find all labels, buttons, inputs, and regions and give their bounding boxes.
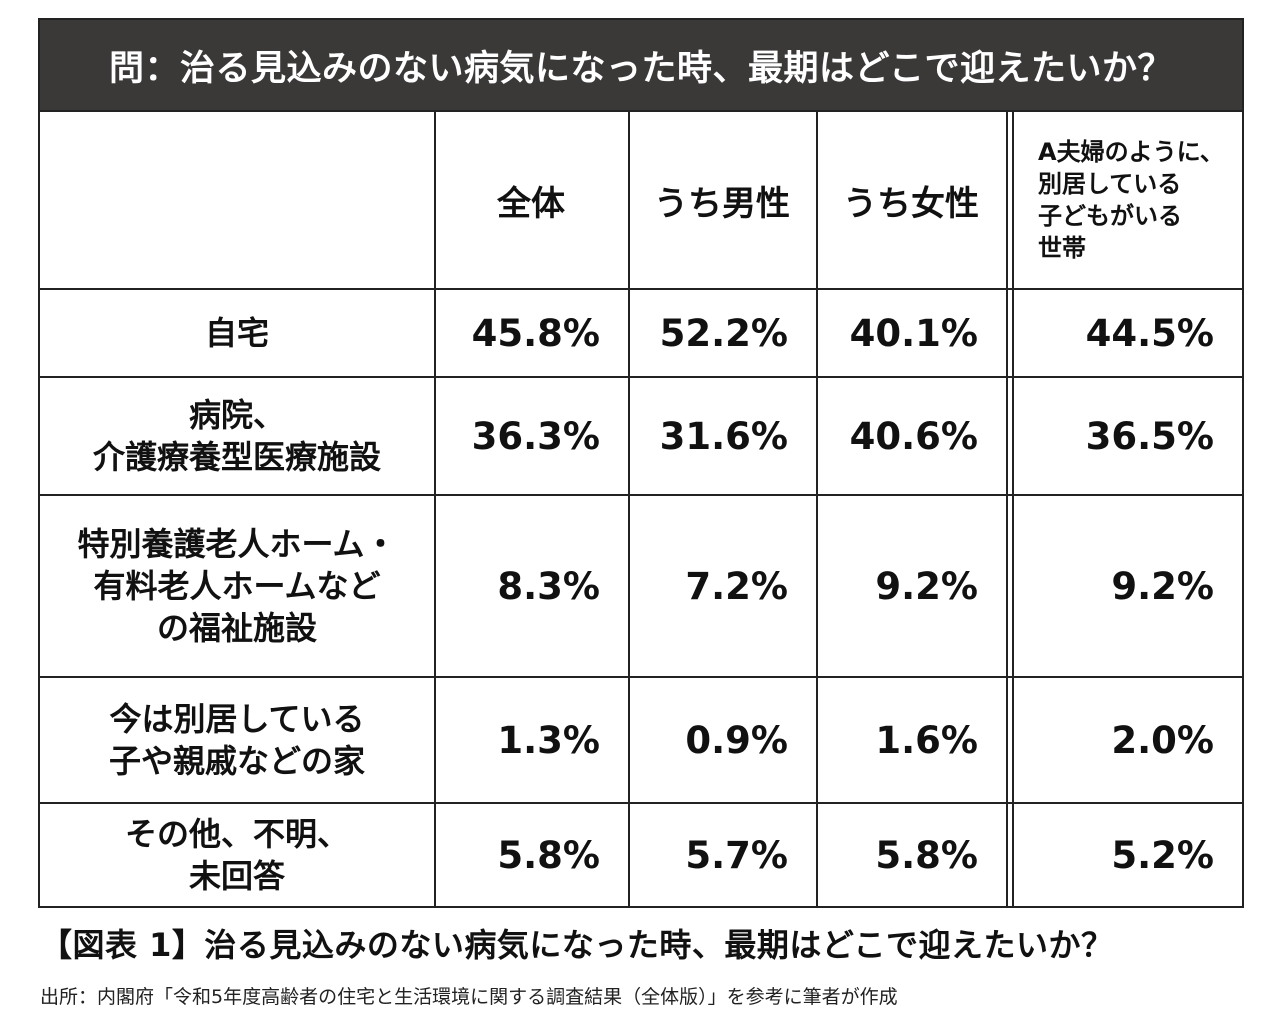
column-divider xyxy=(434,112,436,906)
row-divider xyxy=(40,802,1242,804)
row-label-line: 有料老人ホームなど xyxy=(93,567,381,605)
column-header-text: A夫婦のように、 別居している 子どもがいる 世帯 xyxy=(1038,136,1224,264)
column-header-line: 別居している xyxy=(1038,170,1182,198)
row-label-line: 子や親戚などの家 xyxy=(108,742,365,780)
row-label-text: 特別養護老人ホーム・ 有料老人ホームなど の福祉施設 xyxy=(77,523,396,649)
row-label-line: の福祉施設 xyxy=(156,609,317,647)
table-cell: 0.9% xyxy=(685,718,788,762)
column-header: うち女性 xyxy=(843,183,979,224)
table-cell: 9.2% xyxy=(1111,564,1214,608)
table-cell: 36.5% xyxy=(1085,414,1214,458)
table-cell: 9.2% xyxy=(875,564,978,608)
survey-table: 問：治る見込みのない病気になった時、最期はどこで迎えたいか？ 全体 うち男性 うち女… xyxy=(38,18,1244,908)
table-cell: 1.6% xyxy=(875,718,978,762)
table-cell: 40.6% xyxy=(849,414,978,458)
row-divider xyxy=(40,676,1242,678)
table-cell: 40.1% xyxy=(849,311,978,355)
figure-caption: 【図表 1】治る見込みのない病気になった時、最期はどこで迎えたいか？ xyxy=(40,926,1114,964)
row-label-line: 未回答 xyxy=(188,857,285,895)
column-divider xyxy=(1006,112,1008,906)
table-cell: 5.2% xyxy=(1111,833,1214,877)
source-note: 出所：内閣府「令和5年度高齢者の住宅と生活環境に関する調査結果（全体版）」を参考… xyxy=(40,986,898,1008)
table-cell: 8.3% xyxy=(497,564,600,608)
row-label-line: 病院、 xyxy=(188,396,285,434)
table-cell: 5.8% xyxy=(497,833,600,877)
row-label: その他、不明、 未回答 xyxy=(40,804,434,906)
row-label-text: 病院、介護療養型医療施設 xyxy=(93,394,381,478)
column-divider xyxy=(628,112,630,906)
row-label: 今は別居している 子や親戚などの家 xyxy=(40,678,434,802)
row-label: 特別養護老人ホーム・ 有料老人ホームなど の福祉施設 xyxy=(40,496,434,676)
table-cell: 52.2% xyxy=(659,311,788,355)
table-cell: 44.5% xyxy=(1085,311,1214,355)
row-divider xyxy=(40,494,1242,496)
row-label-text: その他、不明、 未回答 xyxy=(125,813,349,897)
row-label-line: 自宅 xyxy=(204,314,269,352)
column-header-line: A夫婦のように、 xyxy=(1038,138,1224,166)
row-divider xyxy=(40,376,1242,378)
table-cell: 45.8% xyxy=(471,311,600,355)
row-label: 自宅 xyxy=(40,290,434,376)
row-label-line: 今は別居している xyxy=(109,700,365,738)
table-cell: 7.2% xyxy=(685,564,788,608)
table-cell: 36.3% xyxy=(471,414,600,458)
row-divider xyxy=(40,288,1242,290)
row-label-line: 介護療養型医療施設 xyxy=(92,438,381,476)
column-header: うち男性 xyxy=(654,183,790,224)
row-label-text: 自宅 xyxy=(205,312,269,354)
row-label-text: 今は別居している 子や親戚などの家 xyxy=(109,698,365,782)
table-grid: 全体 うち男性 うち女性 A夫婦のように、 別居している 子どもがいる 世帯自宅 45.8% 5… xyxy=(40,112,1242,906)
table-cell: 2.0% xyxy=(1111,718,1214,762)
column-header: A夫婦のように、 別居している 子どもがいる 世帯 xyxy=(1014,112,1242,288)
row-label-line: その他、不明、 xyxy=(124,815,349,853)
table-title: 問：治る見込みのない病気になった時、最期はどこで迎えたいか？ xyxy=(40,20,1242,112)
column-header: 全体 xyxy=(497,183,565,224)
table-cell: 5.8% xyxy=(875,833,978,877)
row-label: 病院、介護療養型医療施設 xyxy=(40,378,434,494)
table-cell: 5.7% xyxy=(685,833,788,877)
table-cell: 31.6% xyxy=(659,414,788,458)
column-header-line: 子どもがいる xyxy=(1038,202,1182,230)
column-divider xyxy=(1012,112,1014,906)
table-cell: 1.3% xyxy=(497,718,600,762)
column-divider xyxy=(816,112,818,906)
column-header-line: 世帯 xyxy=(1038,234,1086,262)
row-label-line: 特別養護老人ホーム・ xyxy=(77,525,397,563)
